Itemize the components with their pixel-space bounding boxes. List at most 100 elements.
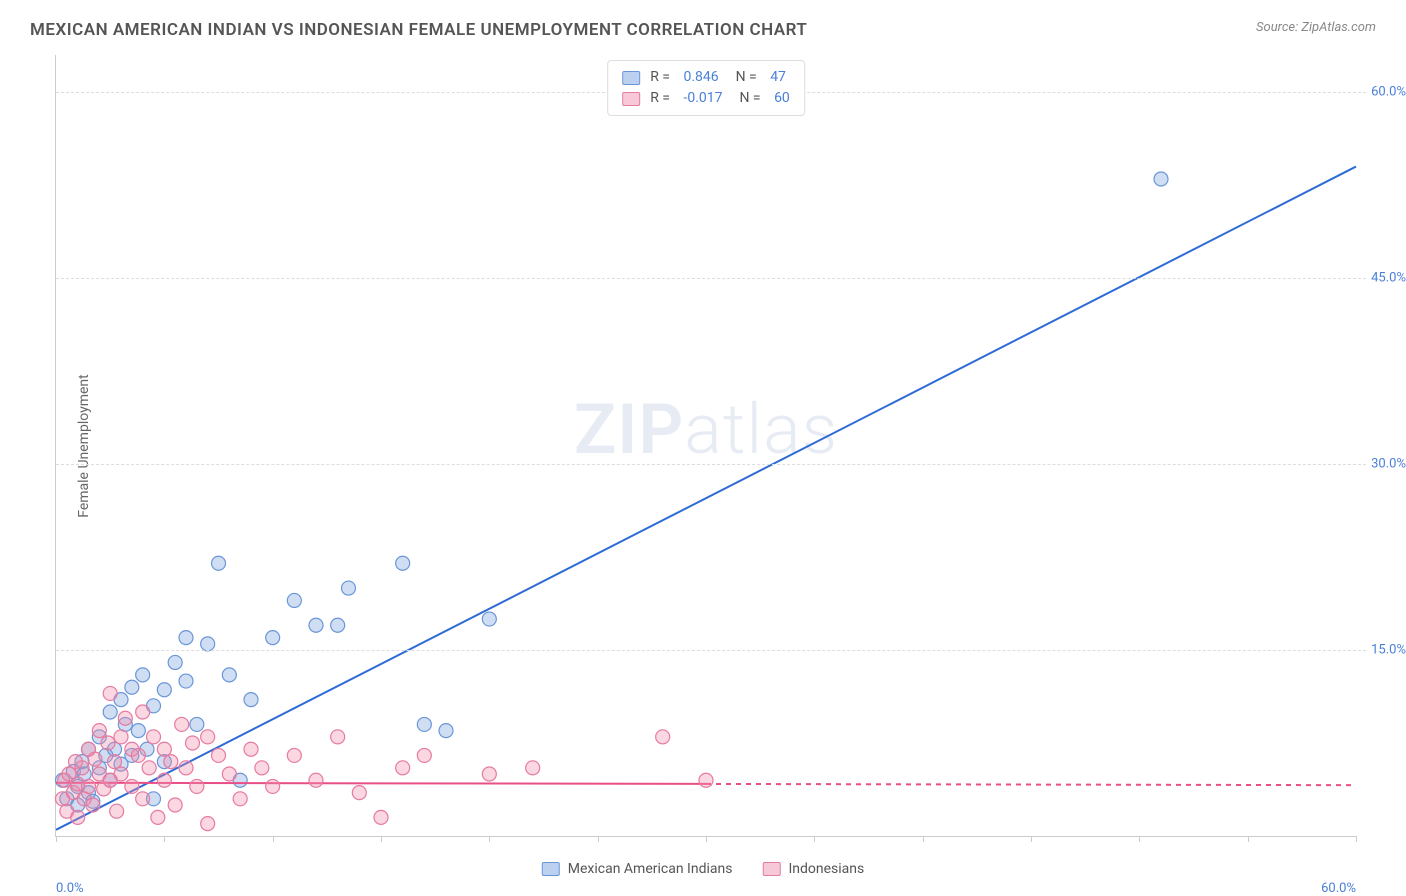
x-tick [273,836,274,842]
data-point [190,779,204,793]
data-point [168,798,182,812]
data-point [526,761,540,775]
data-point [287,748,301,762]
data-point [179,631,193,645]
x-tick-label: 0.0% [56,881,84,896]
data-point [417,748,431,762]
data-point [201,730,215,744]
data-point [75,761,89,775]
legend-r-label: R = [650,67,670,88]
source-attribution: Source: ZipAtlas.com [1256,20,1376,35]
data-point [1154,172,1168,186]
data-point [233,792,247,806]
data-point [309,773,323,787]
legend-r-value: 0.846 [680,67,719,88]
legend-row: R = -0.017 N = 60 [622,88,790,109]
data-point [287,593,301,607]
data-point [157,683,171,697]
legend-n-label: N = [729,67,757,88]
data-point [125,680,139,694]
data-point [125,779,139,793]
data-point [309,618,323,632]
data-point [374,810,388,824]
regression-line [56,167,1356,830]
data-point [118,711,132,725]
data-point [212,556,226,570]
legend-item: Mexican American Indians [542,861,733,877]
regression-line [56,783,706,784]
data-point [82,779,96,793]
data-point [114,730,128,744]
data-point [168,655,182,669]
data-point [108,755,122,769]
data-point [396,556,410,570]
x-tick [1248,836,1249,842]
x-tick [164,836,165,842]
data-point [482,767,496,781]
data-point [151,810,165,824]
x-tick [706,836,707,842]
data-point [331,618,345,632]
data-point [92,724,106,738]
data-point [342,581,356,595]
data-point [88,752,102,766]
chart-plot-area: ZIPatlas R = 0.846 N = 47R = -0.017 N = … [55,55,1356,837]
x-tick [489,836,490,842]
data-point [142,761,156,775]
legend-swatch [622,92,640,106]
data-point [164,755,178,769]
data-point [179,761,193,775]
data-point [244,693,258,707]
data-point [266,779,280,793]
data-point [186,736,200,750]
x-tick [381,836,382,842]
chart-title: MEXICAN AMERICAN INDIAN VS INDONESIAN FE… [30,20,807,40]
data-point [131,724,145,738]
legend-n-value: 60 [771,88,790,109]
y-tick-label: 30.0% [1371,457,1406,472]
data-point [114,767,128,781]
legend-swatch [622,71,640,85]
y-tick-label: 15.0% [1371,643,1406,658]
header: MEXICAN AMERICAN INDIAN VS INDONESIAN FE… [0,0,1406,45]
legend-n-label: N = [733,88,761,109]
x-tick [56,836,57,842]
data-point [147,730,161,744]
data-point [131,748,145,762]
legend-series-name: Indonesians [788,861,864,877]
legend-swatch [762,862,780,876]
legend-row: R = 0.846 N = 47 [622,67,790,88]
data-point [201,817,215,831]
data-point [699,773,713,787]
x-tick [923,836,924,842]
data-point [439,724,453,738]
data-point [201,637,215,651]
legend-n-value: 47 [767,67,786,88]
y-tick-label: 45.0% [1371,271,1406,286]
data-point [656,730,670,744]
data-point [157,742,171,756]
x-tick [1139,836,1140,842]
data-point [255,761,269,775]
data-point [136,705,150,719]
data-point [417,717,431,731]
data-point [482,612,496,626]
data-point [190,717,204,731]
regression-line-dashed [706,784,1356,785]
data-point [71,810,85,824]
y-tick-label: 60.0% [1371,85,1406,100]
data-point [352,786,366,800]
data-point [244,742,258,756]
data-point [212,748,226,762]
correlation-legend: R = 0.846 N = 47R = -0.017 N = 60 [607,60,805,116]
data-point [157,773,171,787]
series-legend: Mexican American Indians Indonesians [542,861,864,877]
legend-r-value: -0.017 [680,88,723,109]
data-point [222,668,236,682]
data-point [222,767,236,781]
legend-swatch [542,862,560,876]
data-point [175,717,189,731]
legend-item: Indonesians [762,861,864,877]
x-tick [598,836,599,842]
data-point [103,686,117,700]
